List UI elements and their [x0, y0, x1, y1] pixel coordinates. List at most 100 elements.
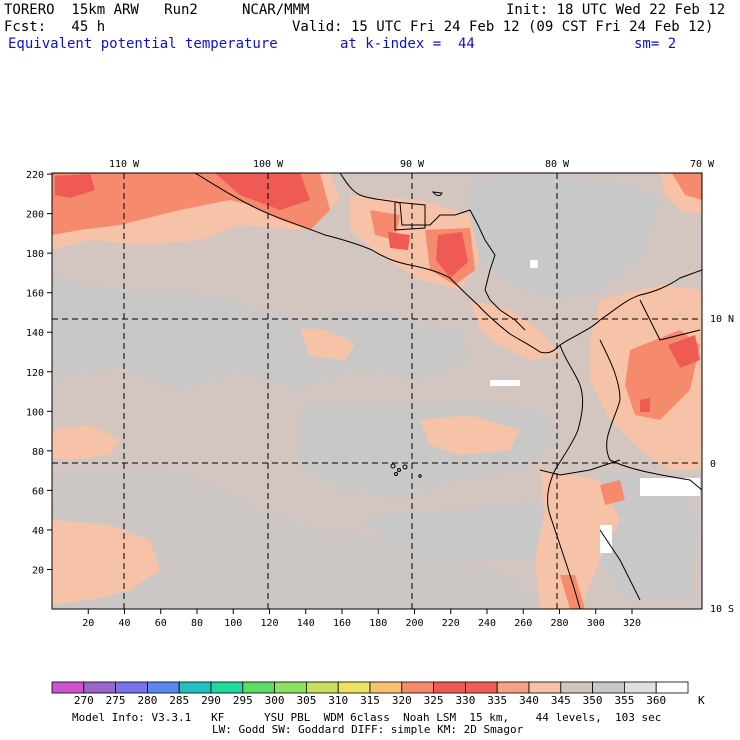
y-tick-label: 220 — [26, 170, 44, 181]
coastline-south-america-north — [559, 269, 702, 346]
colorbar-label: 320 — [392, 694, 412, 707]
orange-field — [600, 480, 625, 505]
orange-field — [52, 173, 240, 235]
colorbar-swatch — [305, 681, 339, 694]
x-tick-label: 80 — [191, 618, 203, 629]
gray-band — [600, 470, 700, 600]
colorbar-swatch — [433, 681, 466, 694]
x-tick-label: 280 — [550, 618, 568, 629]
x-tick-label: 140 — [297, 618, 315, 629]
smoothing-info: sm= 2 — [634, 36, 677, 52]
colorbar-swatch — [464, 681, 498, 694]
red-field — [215, 173, 310, 210]
colorbar-swatch — [337, 681, 371, 694]
orange-field — [560, 575, 585, 609]
gray-band — [360, 500, 560, 560]
colorbar-unit: K — [698, 694, 705, 707]
border-line — [539, 459, 621, 476]
orange-field — [370, 210, 400, 240]
x-tick-label: 160 — [333, 618, 351, 629]
x-tick-label: 180 — [369, 618, 387, 629]
model-title: TORERO 15km ARW Run2 — [4, 2, 198, 18]
colorbar-label: 310 — [328, 694, 348, 707]
y-grid-labels: 20 40 60 80 100 120 140 160 180 200 220 — [26, 170, 52, 576]
colorbar-swatch — [369, 681, 403, 694]
colorbar-swatch — [242, 681, 276, 694]
colorbar-swatch — [146, 681, 180, 694]
x-grid-labels: 20 40 60 80 100 120 140 160 180 200 220 240 260 280 30… — [82, 609, 641, 629]
colorbar-label: 340 — [519, 694, 539, 707]
coastline-caribbean — [339, 173, 526, 331]
colorbar: 270 275 280 285 290 295 300 305 310 315 320 325 330 3… — [51, 681, 705, 707]
colorbar-labels: 270 275 280 285 290 295 300 305 310 315 320 325 330 3… — [74, 694, 666, 707]
red-field — [436, 232, 468, 278]
border-line — [599, 529, 641, 601]
warm-field — [420, 415, 520, 455]
y-tick-label: 40 — [32, 526, 44, 537]
y-tick-label: 200 — [26, 210, 44, 221]
lon-label: 90 W — [400, 159, 425, 170]
x-tick-label: 100 — [224, 618, 242, 629]
colorbar-swatch — [496, 681, 530, 694]
warm-field — [52, 425, 120, 460]
island — [390, 463, 396, 469]
physics-info: LW: Godd SW: Goddard DIFF: simple KM: 2D… — [212, 723, 524, 736]
island — [418, 474, 422, 478]
orange-field — [672, 173, 702, 200]
top-lon-labels: 110 W 100 W 90 W 80 W 70 W — [109, 159, 715, 170]
lat-label: 0 — [710, 459, 716, 470]
warm-field — [470, 300, 560, 360]
y-tick-label: 20 — [32, 565, 44, 576]
field-name: Equivalent potential temperature — [8, 36, 278, 52]
colorbar-swatch — [560, 681, 593, 694]
warm-field — [535, 470, 620, 609]
x-tick-label: 220 — [442, 618, 460, 629]
colorbar-label: 335 — [487, 694, 507, 707]
init-time: Init: 18 UTC Wed 22 Feb 12 — [506, 2, 726, 18]
red-field — [388, 232, 410, 250]
colorbar-label: 290 — [201, 694, 221, 707]
y-tick-label: 80 — [32, 447, 44, 458]
colorbar-label: 360 — [646, 694, 666, 707]
lon-label: 110 W — [109, 159, 140, 170]
border-line — [599, 339, 702, 491]
x-tick-label: 40 — [118, 618, 130, 629]
gray-band — [52, 275, 470, 392]
warm-field — [52, 520, 160, 605]
colorbar-swatch — [210, 681, 244, 694]
island — [394, 472, 398, 476]
coastline-south-america-west — [547, 344, 584, 609]
gray-band — [52, 469, 540, 609]
lon-label: 70 W — [690, 159, 715, 170]
colorbar-label: 295 — [233, 694, 253, 707]
y-tick-label: 100 — [26, 407, 44, 418]
colorbar-label: 285 — [169, 694, 189, 707]
white-patch — [640, 478, 700, 496]
lon-label: 100 W — [253, 159, 284, 170]
lon-label: 80 W — [545, 159, 570, 170]
colorbar-label: 355 — [614, 694, 634, 707]
white-patch — [490, 380, 520, 386]
y-tick-label: 120 — [26, 368, 44, 379]
x-tick-label: 60 — [155, 618, 167, 629]
colorbar-swatch — [592, 681, 625, 694]
colorbar-label: 270 — [74, 694, 94, 707]
colorbar-swatch — [655, 681, 689, 694]
colorbar-swatch — [115, 681, 148, 694]
x-tick-label: 260 — [514, 618, 532, 629]
colorbar-swatches — [51, 681, 689, 694]
warm-field — [300, 328, 355, 360]
x-tick-label: 20 — [82, 618, 94, 629]
x-tick-label: 300 — [587, 618, 605, 629]
x-tick-label: 200 — [405, 618, 423, 629]
y-tick-label: 160 — [26, 289, 44, 300]
red-field — [668, 335, 700, 368]
lat-lon-grid — [52, 173, 702, 609]
y-tick-label: 140 — [26, 328, 44, 339]
x-tick-label: 320 — [623, 618, 641, 629]
center-label: NCAR/MMM — [242, 2, 310, 18]
colorbar-label: 305 — [296, 694, 316, 707]
red-field — [55, 174, 95, 198]
colorbar-swatch — [528, 681, 562, 694]
